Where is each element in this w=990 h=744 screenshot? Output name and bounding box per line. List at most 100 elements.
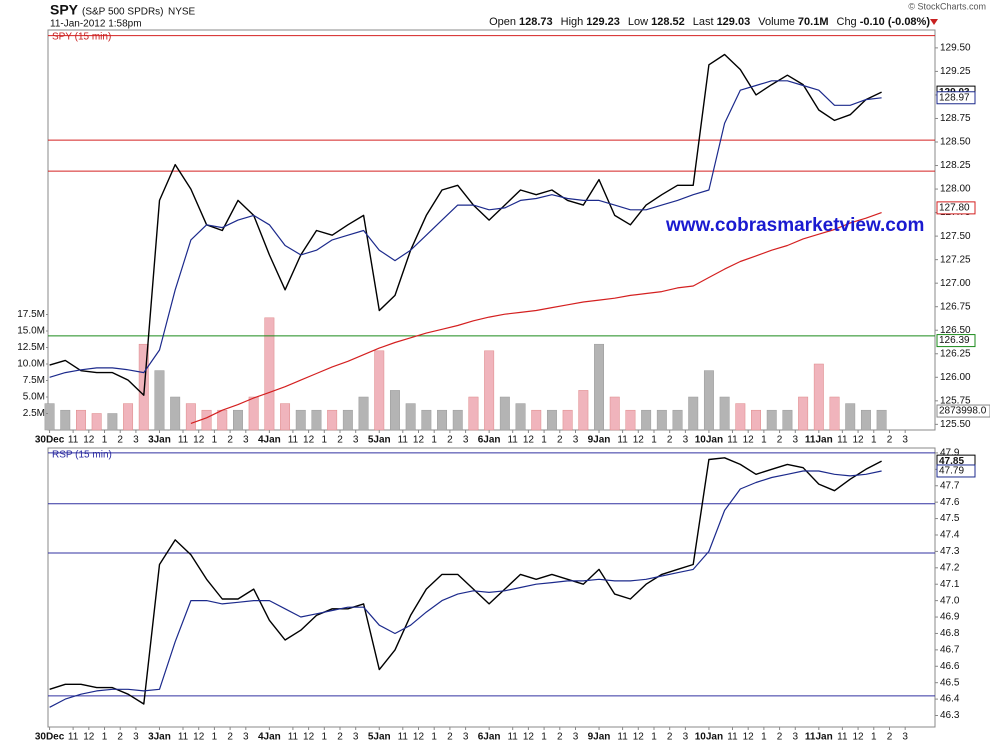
volume-bar (625, 409, 636, 431)
x-tick-label: 12 (633, 435, 645, 446)
price-box (936, 201, 976, 215)
x-tick-label: 1 (322, 732, 328, 743)
y-tick-label: 129.50 (940, 43, 971, 54)
x-tick-label: 12 (853, 732, 865, 743)
x-tick-label: 1 (541, 435, 547, 446)
y-tick-label: 46.5 (940, 677, 960, 688)
x-tick-label: 4Jan (258, 732, 281, 743)
quote-value: 129.23 (586, 16, 620, 28)
x-tick-label: 1 (651, 732, 657, 743)
x-tick-label: 6Jan (478, 435, 501, 446)
volume-bar (609, 396, 620, 431)
quote-label: Chg (837, 16, 857, 28)
x-tick-label: 3 (353, 435, 359, 446)
x-tick-label: 30Dec (35, 435, 65, 446)
x-tick-label: 12 (633, 732, 645, 743)
volume-bar (782, 409, 793, 431)
volume-bar (452, 409, 463, 431)
y-tick-label: 47.4 (940, 530, 960, 541)
price-label: 47.79 (939, 466, 964, 477)
x-tick-label: 9Jan (588, 435, 611, 446)
x-tick-label: 11 (507, 435, 518, 446)
y-tick-label: 46.8 (940, 628, 960, 639)
price-box (936, 334, 976, 348)
x-tick-label: 12 (413, 435, 425, 446)
x-tick-label: 11 (837, 732, 848, 743)
x-tick-label: 3 (353, 732, 359, 743)
volume-bar (280, 403, 291, 431)
x-tick-label: 11 (288, 732, 299, 743)
x-tick-label: 11 (727, 732, 738, 743)
y-tick-label: 128.50 (940, 137, 971, 148)
price-label: 128.97 (939, 92, 970, 103)
x-tick-label: 2 (887, 435, 893, 446)
date: 11-Jan-2012 1:58pm (50, 19, 142, 30)
y-tick-label: 126.50 (940, 325, 971, 336)
volume-last-label: 2873998.0 (939, 406, 987, 417)
volume-bar (327, 409, 338, 431)
volume-bar (468, 396, 479, 431)
volume-bar (766, 409, 777, 431)
x-tick-label: 2 (117, 435, 123, 446)
x-tick-label: 2 (447, 732, 453, 743)
x-tick-label: 12 (413, 732, 425, 743)
volume-bar (60, 409, 71, 431)
x-tick-label: 1 (102, 732, 108, 743)
y-tick-label: 47.5 (940, 513, 960, 524)
y-tick-label: 46.7 (940, 645, 960, 656)
panel-title: SPY (15 min) (52, 32, 111, 43)
volume-bar (546, 409, 557, 431)
y-tick-label: 129.25 (940, 66, 971, 77)
x-tick-label: 2 (227, 435, 233, 446)
volume-bar (107, 413, 118, 431)
price-line (49, 80, 882, 378)
volume-bar (594, 343, 604, 431)
volume-tick-label: 7.5M (23, 375, 45, 386)
volume-bar (672, 409, 683, 431)
volume-bar (845, 403, 856, 431)
x-tick-label: 3 (902, 732, 908, 743)
volume-bar (656, 409, 667, 431)
price-line (190, 212, 882, 424)
volume-bar (170, 396, 181, 431)
x-tick-label: 3 (243, 732, 249, 743)
volume-bar (813, 363, 824, 431)
x-tick-label: 11Jan (805, 732, 833, 743)
x-tick-label: 3 (243, 435, 249, 446)
x-tick-label: 11 (68, 732, 79, 743)
quote-value: 128.52 (651, 16, 685, 28)
volume-bar (562, 409, 573, 431)
volume-bar (185, 403, 196, 431)
y-tick-label: 47.3 (940, 546, 960, 557)
volume-bar (860, 409, 871, 431)
x-tick-label: 3 (792, 435, 798, 446)
y-tick-label: 126.75 (940, 301, 971, 312)
volume-bar (688, 396, 699, 431)
x-tick-label: 11 (68, 435, 79, 446)
quote-label: Volume (758, 16, 795, 28)
volume-bar (641, 409, 652, 431)
volume-bar (358, 396, 369, 431)
y-tick-label: 47.9 (940, 448, 960, 459)
y-tick-label: 46.4 (940, 694, 960, 705)
x-tick-label: 11 (398, 435, 409, 446)
volume-bar (405, 403, 416, 431)
volume-bar (389, 390, 400, 431)
x-tick-label: 3 (133, 435, 139, 446)
x-tick-label: 11 (178, 435, 189, 446)
volume-last-box (936, 404, 990, 418)
rsp-panel (47, 447, 936, 728)
x-tick-label: 3 (573, 435, 579, 446)
volume-tick-label: 12.5M (17, 342, 45, 353)
y-tick-label: 127.50 (940, 231, 971, 242)
y-tick-label: 125.75 (940, 395, 971, 406)
x-tick-label: 5Jan (368, 732, 391, 743)
x-tick-label: 12 (303, 435, 315, 446)
quote-value: -0.10 (-0.08%) (860, 16, 931, 28)
x-tick-label: 12 (193, 732, 205, 743)
watermark: www.cobrasmarketview.com (665, 215, 924, 236)
y-tick-label: 47.0 (940, 595, 960, 606)
x-tick-label: 2 (777, 732, 783, 743)
